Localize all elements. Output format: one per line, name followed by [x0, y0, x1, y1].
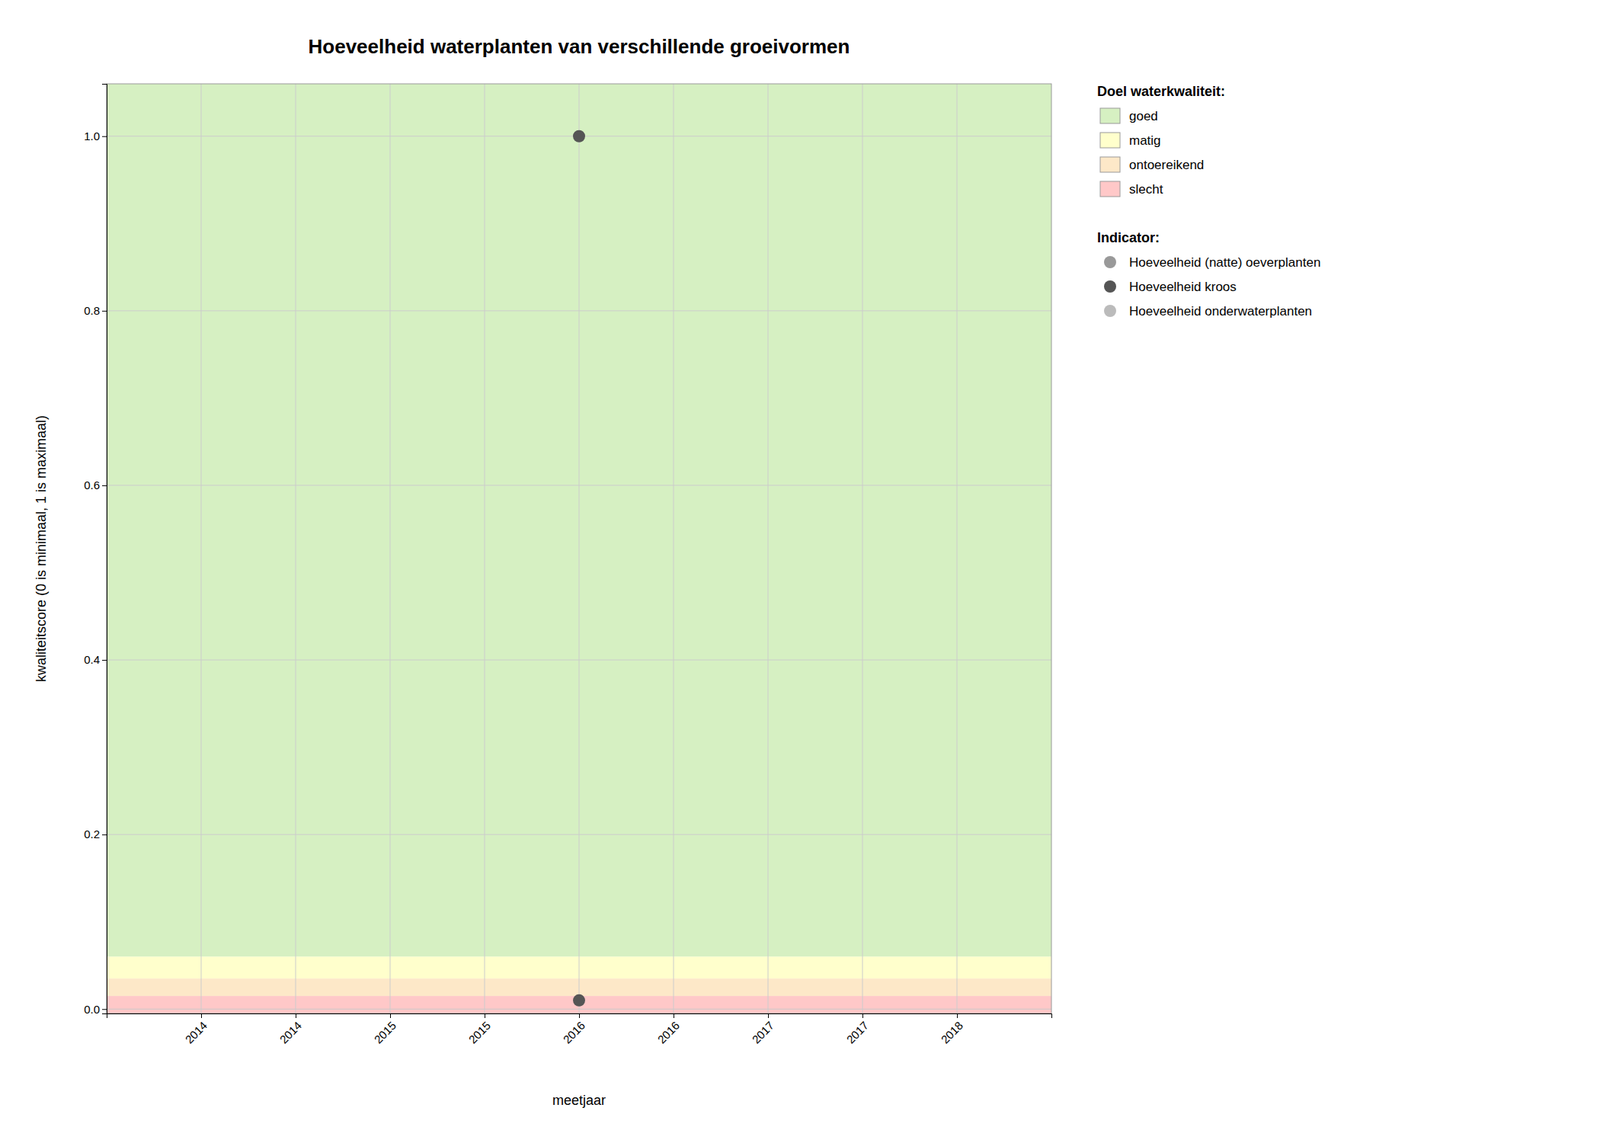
x-tick: 2015	[371, 1013, 399, 1047]
y-axis-line	[102, 84, 108, 1015]
legend-marker	[1104, 280, 1117, 293]
grid-line	[201, 83, 202, 1014]
x-tick: 2014	[182, 1013, 210, 1047]
x-tick-mark	[201, 1013, 202, 1018]
legend-label: matig	[1129, 133, 1162, 148]
x-tick-label: 2016	[560, 1018, 588, 1047]
grid	[106, 83, 1052, 1014]
x-tick: 2018	[937, 1013, 966, 1047]
grid-line	[484, 83, 486, 1014]
grid-line	[295, 83, 297, 1014]
y-tick: 1.0	[83, 129, 107, 143]
x-tick-mark	[673, 1013, 675, 1018]
x-axis: 2014 2014 2015 2015 2016 2016 2017 2017 2018	[107, 1013, 1053, 1047]
y-tick-label: 0.2	[83, 827, 100, 841]
legend-label: Hoeveelheid kroos	[1129, 279, 1237, 295]
plot: 2014201420152015201620162017201720180.00…	[83, 83, 1052, 1047]
x-tick-label: 2015	[371, 1018, 399, 1047]
legend-label: Hoeveelheid (natte) oeverplanten	[1129, 255, 1321, 270]
x-tick-mark	[390, 1013, 391, 1018]
legend-title: Indicator:	[1097, 230, 1160, 246]
legend-swatch	[1100, 181, 1120, 197]
grid-line	[106, 310, 1052, 311]
chart: 2014201420152015201620162017201720180.00…	[0, 0, 1600, 1143]
y-tick-mark	[102, 1008, 107, 1010]
y-tick: 0.6	[83, 478, 107, 492]
x-tick-label: 2014	[276, 1018, 304, 1047]
y-tick-mark	[102, 659, 107, 661]
legend-swatch	[1100, 156, 1120, 173]
grid-line	[390, 83, 391, 1014]
marks	[572, 130, 586, 1007]
x-tick-label: 2017	[748, 1018, 777, 1047]
y-tick-mark	[102, 136, 107, 138]
x-tick: 2016	[560, 1013, 588, 1047]
x-tick-label: 2014	[182, 1018, 210, 1047]
grid-line	[862, 83, 864, 1014]
grid-line	[579, 83, 580, 1014]
y-tick: 0.8	[83, 304, 107, 317]
y-tick-label: 1.0	[83, 129, 100, 143]
legend-swatch	[1100, 108, 1120, 124]
y-tick-mark	[102, 310, 107, 312]
legend-title: Doel waterkwaliteit:	[1097, 83, 1226, 100]
plot-frame	[106, 83, 1052, 1014]
x-tick-mark	[579, 1013, 580, 1018]
grid-line	[768, 83, 769, 1014]
x-tick: 2015	[465, 1013, 493, 1047]
y-tick: 0.0	[83, 1002, 107, 1016]
legend-swatch	[1100, 132, 1120, 148]
y-tick-mark	[102, 834, 107, 836]
series	[572, 130, 586, 1007]
x-tick-mark	[484, 1013, 486, 1018]
legend-label: goed	[1129, 108, 1159, 124]
y-axis-title: kwaliteitscore (0 is minimaal, 1 is maxi…	[33, 415, 49, 682]
x-tick-mark	[295, 1013, 297, 1018]
x-tick-mark	[956, 1013, 958, 1018]
x-axis-line	[107, 1014, 1053, 1019]
y-tick: 0.2	[83, 827, 107, 841]
x-tick-label: 2015	[465, 1018, 493, 1047]
grid-line	[106, 1008, 1052, 1010]
y-tick-label: 0.6	[83, 478, 100, 492]
y-tick-label: 0.0	[83, 1002, 100, 1016]
grid-line	[106, 659, 1052, 661]
legend: Doel waterkwaliteit: goed matig ontoereiken…	[1097, 83, 1321, 319]
grid-line	[106, 484, 1052, 486]
point	[572, 130, 586, 143]
legend-marker	[1104, 304, 1117, 317]
x-tick: 2017	[748, 1013, 777, 1047]
grid-line	[956, 83, 958, 1014]
y-tick-mark	[102, 485, 107, 487]
x-tick: 2014	[276, 1013, 304, 1047]
x-tick-label: 2016	[654, 1018, 682, 1047]
x-tick-mark	[862, 1013, 864, 1018]
x-axis-title: meetjaar	[552, 1092, 606, 1108]
title: Hoeveelheid waterplanten van verschillen…	[308, 35, 851, 58]
point	[572, 994, 586, 1007]
grid-line	[673, 83, 675, 1014]
x-tick-label: 2017	[843, 1018, 871, 1047]
y-tick-label: 0.4	[83, 652, 100, 666]
legend-label: slecht	[1129, 182, 1164, 197]
y-tick-label: 0.8	[83, 304, 100, 317]
legend-label: ontoereikend	[1129, 157, 1204, 173]
bands	[106, 83, 1052, 1014]
x-tick-label: 2018	[937, 1018, 966, 1047]
x-tick: 2016	[654, 1013, 682, 1047]
x-tick-mark	[768, 1013, 769, 1018]
y-axis: 0.0 0.2 0.4 0.6 0.8 1.0	[83, 84, 107, 1016]
x-tick: 2017	[843, 1013, 871, 1047]
y-tick: 0.4	[83, 652, 107, 666]
grid-line	[106, 834, 1052, 836]
legend-marker	[1104, 256, 1117, 269]
legend-label: Hoeveelheid onderwaterplanten	[1129, 304, 1312, 319]
